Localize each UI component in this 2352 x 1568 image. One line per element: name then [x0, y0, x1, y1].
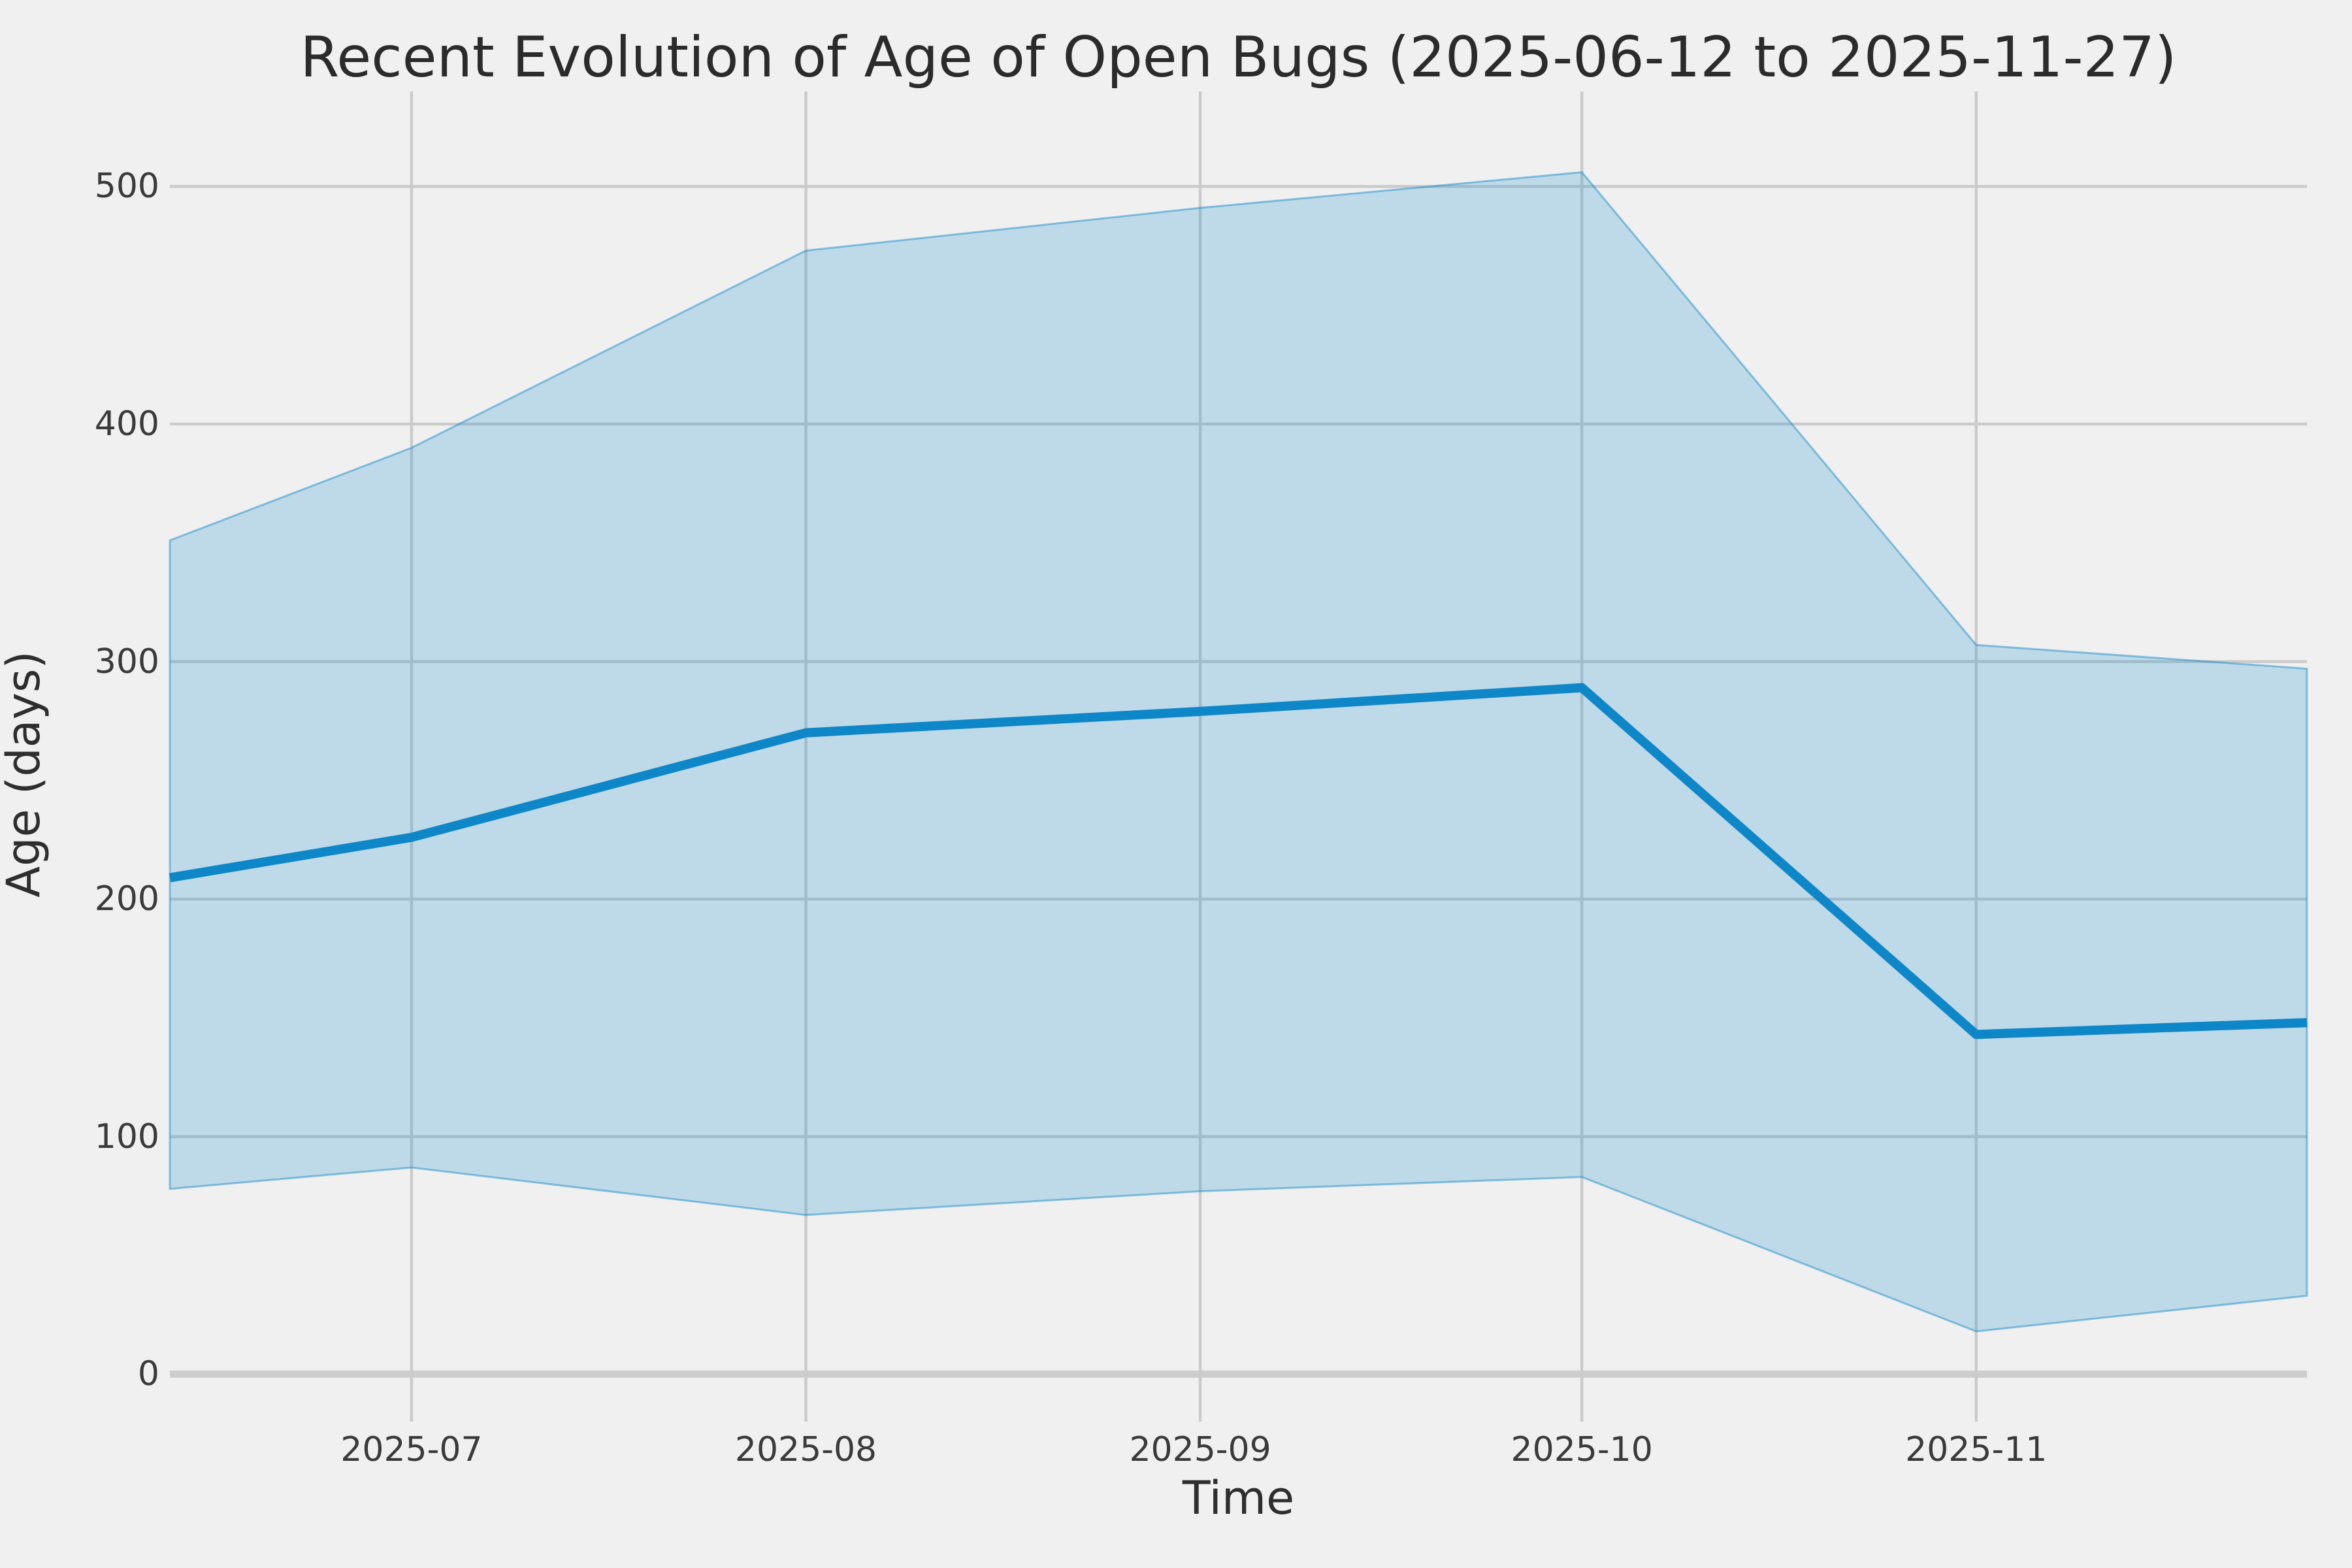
x-tick-label: 2025-08 [734, 1430, 877, 1469]
gridlines [170, 91, 2307, 1422]
x-tick-label: 2025-09 [1129, 1430, 1271, 1469]
y-tick-label: 100 [94, 1117, 159, 1156]
x-tick-label: 2025-11 [1905, 1430, 2048, 1469]
min-max-band-area [169, 171, 2308, 1333]
x-axis-label: Time [1182, 1471, 1295, 1525]
y-tick-label: 400 [94, 404, 159, 444]
y-tick-label: 300 [94, 642, 159, 681]
median-line-path [169, 683, 2308, 1039]
x-tick-label: 2025-10 [1511, 1430, 1653, 1469]
y-tick-label: 0 [137, 1354, 159, 1394]
chart-title: Recent Evolution of Age of Open Bugs (20… [300, 25, 2177, 90]
x-tick-label: 2025-07 [340, 1430, 483, 1469]
min-max-band [169, 171, 2308, 1333]
y-tick-label: 200 [94, 879, 159, 919]
median-line [169, 683, 2308, 1039]
y-tick-label: 500 [94, 167, 159, 206]
